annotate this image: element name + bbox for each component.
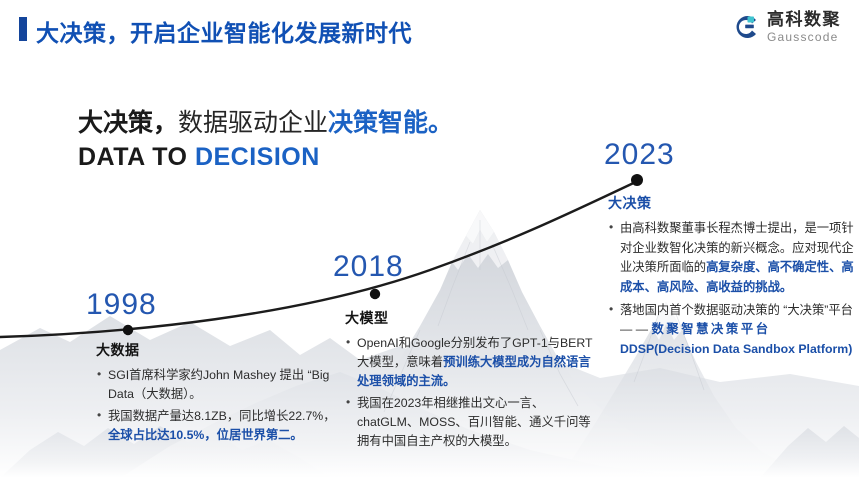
headline-english: DATA TO DECISION: [78, 143, 453, 172]
milestone-title-2018: 大模型: [345, 310, 389, 326]
bullet-item: 我国数据产量达8.1ZB，同比增长22.7%， 全球占比达10.5%，位居世界第二…: [96, 406, 346, 445]
milestone-block-2018: 大模型 OpenAI和Google分别发布了GPT-1与BERT大模型，意味着预…: [345, 308, 595, 454]
headline-en-lead: DATA TO: [78, 143, 195, 172]
milestone-title-1998: 大数据: [96, 342, 140, 358]
milestone-bullets-2023: 由高科数聚董事长程杰博士提出，是一项针对企业数智化决策的新兴概念。应对现代企业决…: [608, 218, 854, 360]
milestone-bullets-2018: OpenAI和Google分别发布了GPT-1与BERT大模型，意味着预训练大模…: [345, 333, 595, 451]
bullet-text-segment: 预训练大模型成为自然语言处理领域的主流。: [357, 355, 591, 389]
bullet-text-segment: DDSP(Decision Data Sandbox Platform): [620, 342, 853, 357]
logo-name-en: Gausscode: [767, 30, 839, 44]
bullet-text-segment: 全球占比达10.5%，位居世界第二。: [108, 428, 303, 443]
header: 大决策，开启企业智能化发展新时代: [0, 0, 859, 58]
bullet-item: 由高科数聚董事长程杰博士提出，是一项针对企业数智化决策的新兴概念。应对现代企业决…: [608, 218, 854, 298]
bullet-text-segment: 我国数据产量达8.1ZB，同比增长22.7%，: [108, 409, 336, 424]
milestone-block-2023: 大决策 由高科数聚董事长程杰博士提出，是一项针对企业数智化决策的新兴概念。应对现…: [608, 193, 854, 363]
milestone-block-1998: 大数据 SGI首席科学家约John Mashey 提出 “Big Data（大数…: [96, 340, 346, 448]
brand-logo: 高科数聚 Gausscode: [730, 11, 841, 43]
bullet-item: 我国在2023年相继推出文心一言、chatGLM、MOSS、百川智能、通义千问等…: [345, 393, 595, 451]
headline-cn-accent: 决策智能。: [328, 109, 454, 137]
milestone-bullets-1998: SGI首席科学家约John Mashey 提出 “Big Data（大数据）。我…: [96, 365, 346, 445]
bullet-text-segment: SGI首席科学家约John Mashey 提出 “Big Data（大数据）。: [108, 368, 330, 402]
bullet-item: 落地国内首个数据驱动决策的 “大决策”平台 — — 数聚智慧决策平台DDSP(D…: [608, 300, 854, 360]
headline-en-accent: DECISION: [194, 143, 320, 172]
headline-cn-lead: 大决策，: [78, 109, 179, 137]
header-accent-bar: [19, 17, 27, 41]
headline-chinese: 大决策，数据驱动企业决策智能。: [78, 108, 453, 139]
headline-cn-mid: 数据驱动企业: [178, 109, 329, 137]
bullet-text-segment: 由高科数聚董事长程杰博士提出，是一项针对企业数智化决策的新兴概念。应对现代企业决…: [620, 221, 854, 275]
bullet-text-segment: OpenAI和Google分别发布了GPT-1与BERT大模型，意味着: [357, 336, 593, 370]
logo-wordmark: 高科数聚 Gausscode: [767, 11, 841, 43]
milestone-title-2023: 大决策: [608, 195, 652, 211]
bullet-text-segment: 高复杂度、高不确定性、高成本、高风险、高收益的挑战。: [620, 260, 854, 295]
headline: 大决策，数据驱动企业决策智能。 DATA TO DECISION: [78, 108, 453, 172]
bullet-text-segment: 数聚智慧决策平台: [651, 322, 771, 337]
year-label-2018: 2018: [333, 250, 404, 283]
bullet-text-segment: 我国在2023年相继推出文心一言、chatGLM、MOSS、百川智能、通义千问等…: [357, 396, 591, 449]
year-label-1998: 1998: [86, 288, 157, 321]
gausscode-c-mark-icon: [730, 12, 760, 42]
logo-name-cn: 高科数聚: [767, 10, 841, 29]
bullet-item: SGI首席科学家约John Mashey 提出 “Big Data（大数据）。: [96, 365, 346, 404]
bullet-item: OpenAI和Google分别发布了GPT-1与BERT大模型，意味着预训练大模…: [345, 333, 595, 391]
year-label-2023: 2023: [604, 138, 675, 171]
page-title: 大决策，开启企业智能化发展新时代: [36, 20, 412, 46]
